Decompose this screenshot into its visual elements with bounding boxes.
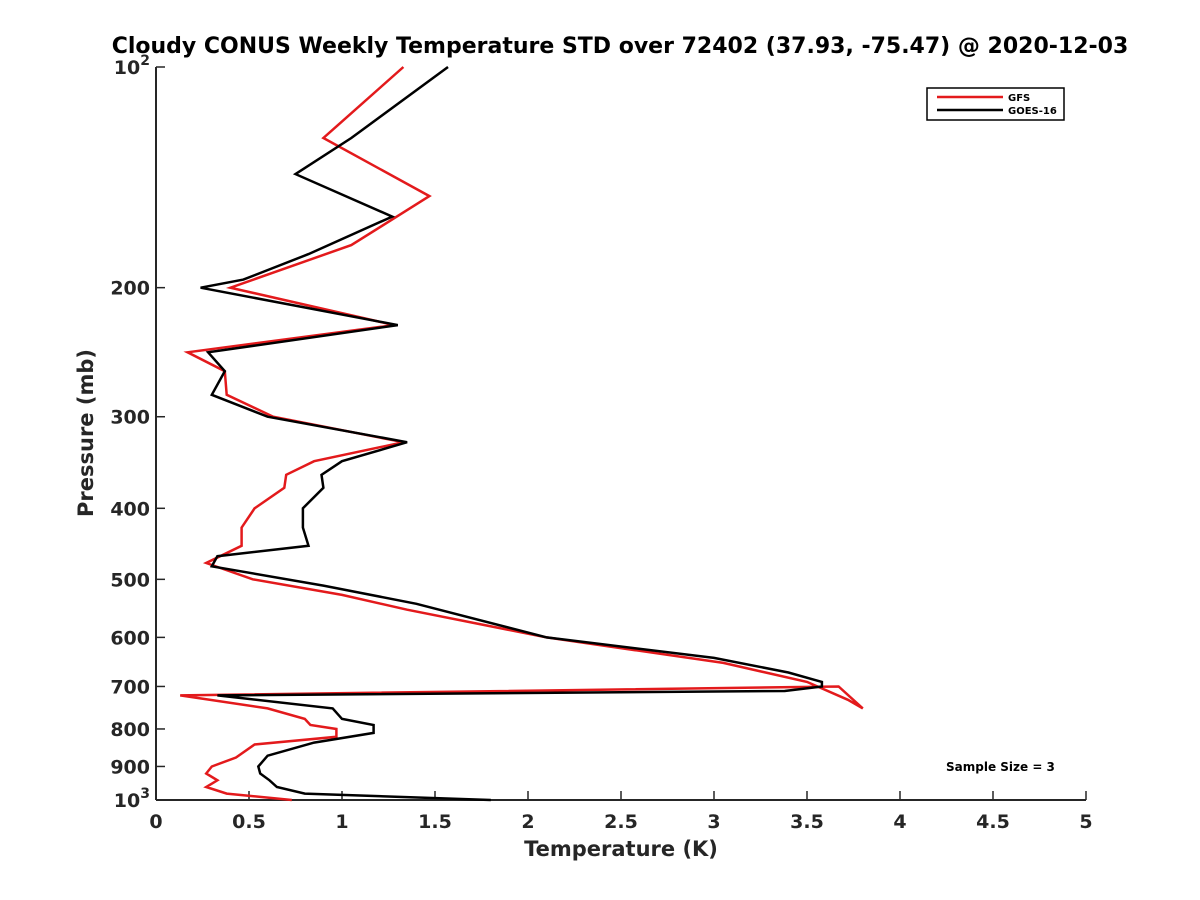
x-tick-label: 4 [893, 811, 906, 833]
legend-label-goes-16: GOES-16 [1008, 106, 1057, 117]
y-tick-label: 102 [114, 53, 150, 79]
x-tick-label: 0 [149, 811, 162, 833]
y-axis-ticks: 102 200 300 400 500 600 700 800 900 103 [110, 53, 165, 812]
y-tick-label: 300 [110, 407, 150, 429]
y-tick-label: 200 [110, 278, 150, 300]
series-line-gfs [180, 66, 864, 802]
y-tick-label: 700 [110, 676, 150, 698]
x-tick-label: 1 [335, 811, 348, 833]
legend-label-gfs: GFS [1008, 93, 1030, 104]
chart-title: Cloudy CONUS Weekly Temperature STD over… [112, 34, 1129, 59]
y-tick-label: 400 [110, 498, 150, 520]
sample-size-annotation: Sample Size = 3 [946, 760, 1055, 774]
x-axis-label: Temperature (K) [524, 837, 718, 861]
x-axis-ticks: 0 0.5 1 1.5 2 2.5 3 3.5 4 4.5 5 [149, 791, 1093, 833]
x-tick-label: 3.5 [790, 811, 824, 833]
y-tick-label: 600 [110, 627, 150, 649]
y-tick-label: 900 [110, 756, 150, 778]
y-tick-label: 500 [110, 569, 150, 591]
x-tick-label: 4.5 [976, 811, 1010, 833]
x-tick-label: 1.5 [418, 811, 452, 833]
x-tick-label: 5 [1079, 811, 1092, 833]
y-axis-label: Pressure (mb) [74, 349, 98, 517]
y-tick-label: 800 [110, 719, 150, 741]
x-tick-label: 2.5 [604, 811, 638, 833]
x-tick-label: 2 [521, 811, 534, 833]
x-tick-label: 3 [707, 811, 720, 833]
legend: GFS GOES-16 [926, 87, 1065, 121]
legend-box [926, 87, 1065, 121]
series-line-goes-16 [200, 65, 824, 802]
series-layer [180, 65, 864, 802]
y-tick-label: 103 [114, 786, 150, 812]
x-tick-label: 0.5 [232, 811, 266, 833]
